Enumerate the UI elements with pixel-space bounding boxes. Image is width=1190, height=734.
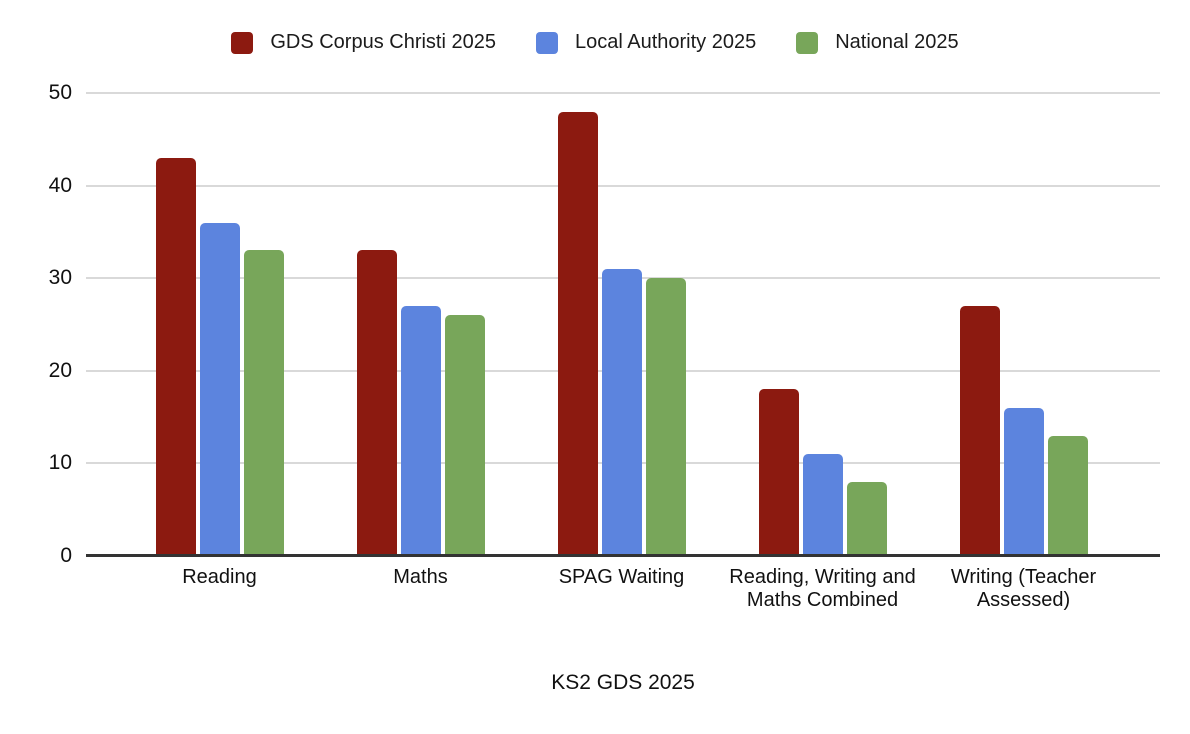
chart-legend: GDS Corpus Christi 2025 Local Authority … — [0, 31, 1190, 54]
legend-label-local-authority: Local Authority 2025 — [574, 31, 757, 53]
bar-local-authority-2025-1[interactable] — [199, 222, 240, 556]
y-tick-label-30: 30 — [48, 266, 72, 290]
legend-label-gds-corpus-christi: GDS Corpus Christi 2025 — [270, 31, 496, 53]
bar-local-authority-2025-2[interactable] — [400, 305, 441, 556]
legend-item-local-authority-2025[interactable]: Local Authority 2025 — [535, 31, 757, 54]
bar-gds-corpus-christi-2025-3[interactable] — [557, 111, 598, 556]
x-axis-label-2: Maths — [393, 566, 448, 588]
bar-group-3 — [521, 93, 722, 556]
bar-group-4 — [722, 93, 923, 556]
x-axis-line — [86, 554, 1160, 557]
x-axis-label-1: Reading — [182, 566, 257, 588]
x-axis-label-3: SPAG Waiting — [558, 566, 685, 588]
y-tick-label-20: 20 — [48, 358, 72, 382]
bar-group-5 — [923, 93, 1124, 556]
bar-national-2025-1[interactable] — [243, 250, 284, 556]
legend-swatch-national — [796, 31, 819, 54]
bars — [119, 93, 1124, 556]
plot-area — [86, 92, 1160, 557]
y-tick-label-40: 40 — [48, 173, 72, 197]
x-axis-labels: Reading Maths SPAG Waiting Reading, Writing… — [119, 566, 1124, 612]
y-tick-label-0: 0 — [60, 544, 72, 567]
bar-national-2025-5[interactable] — [1047, 435, 1088, 556]
gridline-40 — [86, 184, 1160, 187]
x-axis-label-4: Reading, Writing and Maths Combined — [729, 566, 916, 611]
bar-national-2025-2[interactable] — [444, 315, 485, 556]
bar-local-authority-2025-4[interactable] — [802, 454, 843, 556]
bar-national-2025-3[interactable] — [645, 278, 686, 556]
legend-label-national: National 2025 — [835, 31, 959, 53]
bar-gds-corpus-christi-2025-2[interactable] — [356, 250, 397, 556]
legend-item-gds-corpus-christi-2025[interactable]: GDS Corpus Christi 2025 — [231, 31, 496, 54]
bar-group-1 — [119, 93, 320, 556]
bar-local-authority-2025-5[interactable] — [1003, 407, 1044, 556]
bar-gds-corpus-christi-2025-1[interactable] — [155, 157, 196, 556]
x-axis-label-5: Writing (Teacher Assessed) — [950, 566, 1097, 611]
gridline-50 — [86, 92, 1160, 94]
bar-gds-corpus-christi-2025-5[interactable] — [959, 305, 1000, 556]
legend-swatch-gds-corpus-christi — [231, 31, 254, 54]
y-tick-label-50: 50 — [48, 81, 72, 104]
bar-gds-corpus-christi-2025-4[interactable] — [758, 389, 799, 556]
legend-swatch-local-authority — [535, 31, 558, 54]
legend-item-national-2025[interactable]: National 2025 — [796, 31, 959, 54]
bar-national-2025-4[interactable] — [846, 481, 887, 556]
x-axis-title: KS2 GDS 2025 — [551, 671, 695, 694]
y-tick-label-10: 10 — [48, 451, 72, 475]
bar-local-authority-2025-3[interactable] — [601, 268, 642, 556]
y-axis: 0 10 20 30 40 50 — [0, 81, 72, 567]
bar-group-2 — [320, 93, 521, 556]
